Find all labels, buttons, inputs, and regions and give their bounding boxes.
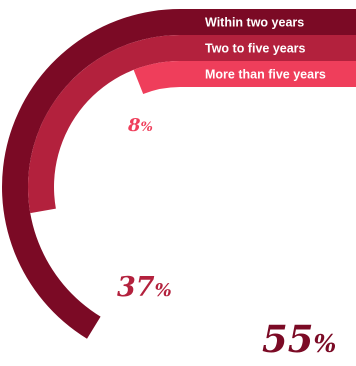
band-more-than-five-years	[133, 61, 356, 95]
percent-label-within-two-years: 55%	[262, 317, 336, 361]
percent-labels: 55% 37% 8%	[117, 115, 336, 361]
chart-bands: Within two years Two to five years More th…	[2, 9, 356, 339]
legend-label-within-two-years: Within two years	[205, 16, 304, 30]
legend-label-more-than-five-years: More than five years	[205, 68, 326, 82]
legend-label-two-to-five-years: Two to five years	[205, 42, 306, 56]
band-two-to-five-years	[27, 35, 356, 214]
percent-label-two-to-five-years: 37%	[117, 272, 172, 303]
percent-label-more-than-five-years: 8%	[127, 115, 153, 136]
